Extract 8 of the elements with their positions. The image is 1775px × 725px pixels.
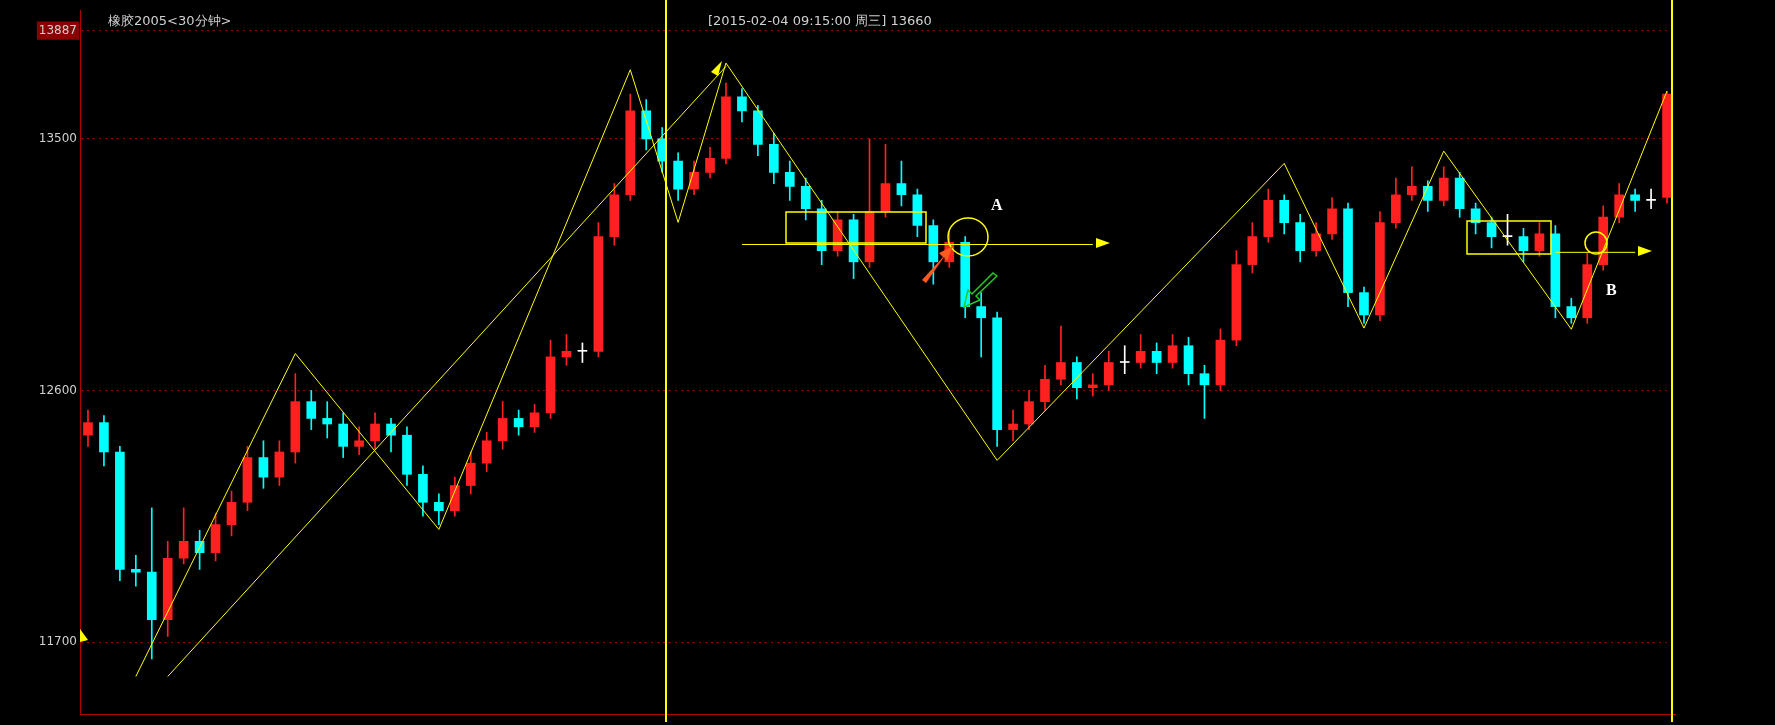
chart-subtitle: [2015-02-04 09:15:00 周三] 13660 (708, 12, 932, 30)
y-tick-label: 13887 (38, 22, 77, 37)
chart-title: 橡胶2005<30分钟> (108, 12, 232, 30)
y-tick-label: 13500 (38, 130, 77, 145)
annotation: B (1606, 281, 1617, 299)
y-tick-label: 12600 (38, 382, 77, 397)
annotation: A (991, 196, 1003, 214)
y-tick-label: 11700 (38, 634, 77, 649)
